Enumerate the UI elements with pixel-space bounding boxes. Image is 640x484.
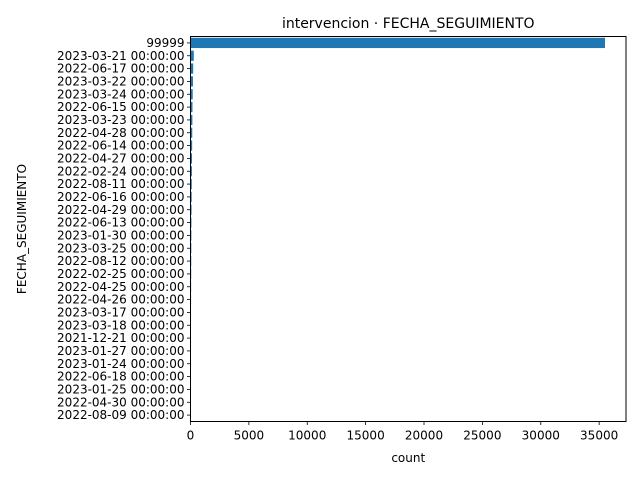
x-tick-label: 10000 [288, 429, 326, 443]
plot-area-frame [191, 37, 627, 422]
chart-title: intervencion · FECHA_SEGUIMIENTO [282, 16, 535, 32]
x-tick-label: 20000 [405, 429, 443, 443]
y-axis-label: FECHA_SEGUIMIENTO [15, 164, 29, 294]
x-tick-label: 35000 [580, 429, 618, 443]
y-tick-label: 2022-08-09 00:00:00 [57, 408, 184, 422]
x-tick-label: 30000 [522, 429, 560, 443]
x-tick-label: 25000 [463, 429, 501, 443]
x-axis-ticks: 0 5000 10000 15000 20000 25000 30000 35000 [187, 422, 619, 443]
bar [191, 38, 605, 48]
x-tick-label: 0 [187, 429, 195, 443]
x-tick-label: 5000 [234, 429, 265, 443]
x-tick-label: 15000 [347, 429, 385, 443]
bars-group [191, 38, 605, 420]
x-axis-label: count [391, 451, 425, 465]
